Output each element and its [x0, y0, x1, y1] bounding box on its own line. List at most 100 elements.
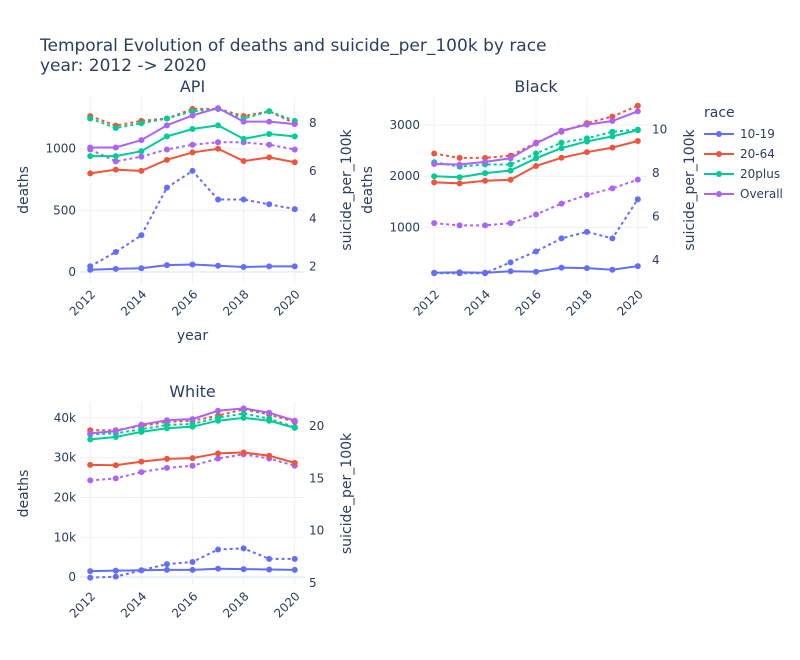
deaths-point [507, 268, 514, 275]
deaths-point [112, 428, 119, 435]
x-tick-label: 2018 [220, 287, 251, 318]
subplot-api: 0 500 1000 2 4 6 8 2012 2014 2016 2018 2020 API death… [16, 77, 355, 344]
y-tick-label: 40k [54, 411, 76, 425]
deaths-point [558, 264, 565, 271]
deaths-point [112, 144, 119, 151]
suicide-point [138, 120, 145, 127]
deaths-point [240, 118, 247, 125]
y2-tick-label: 10 [652, 123, 667, 137]
suicide-point [266, 555, 273, 562]
deaths-point [215, 407, 222, 414]
deaths-point [163, 262, 170, 269]
deaths-point [189, 416, 196, 423]
suicide-point [533, 248, 539, 255]
y2-tick-label: 5 [309, 576, 317, 590]
deaths-point [558, 154, 565, 161]
deaths-point [240, 158, 247, 165]
y2-axis-title: suicide_per_100k [682, 128, 698, 250]
x-tick-label: 2016 [513, 287, 544, 318]
y-tick-label: 2000 [389, 169, 420, 183]
title-line-1: Temporal Evolution of deaths and suicide… [40, 36, 547, 56]
suicide-point [507, 161, 514, 168]
deaths-point [291, 121, 298, 128]
deaths-point [189, 455, 196, 462]
suicide-line-20plus [89, 107, 296, 130]
deaths-point [189, 112, 196, 119]
x-tick-label: 2012 [67, 589, 98, 620]
deaths-point [583, 121, 590, 128]
legend-swatch-marker [716, 171, 722, 177]
deaths-point [456, 180, 463, 187]
y-tick-label: 3000 [389, 118, 420, 132]
legend-swatch-marker [716, 131, 722, 137]
subplot-white: 0 10k 20k 30k 40k 5 10 15 20 2012 2014 2016 2018 2020… [16, 382, 355, 621]
deaths-point [138, 428, 145, 435]
suicide-point [240, 410, 247, 417]
deaths-point [507, 167, 514, 174]
suicide-point [189, 558, 196, 565]
y2-tick-label: 6 [309, 164, 317, 178]
x-tick-label: 2020 [271, 287, 302, 318]
suicide-point [456, 222, 463, 229]
deaths-point [291, 417, 298, 424]
deaths-point [112, 567, 119, 574]
deaths-point [533, 162, 539, 169]
y-tick-label: 20k [54, 490, 76, 504]
title-line-2: year: 2012 -> 2020 [40, 56, 207, 76]
suicide-point [266, 108, 273, 115]
deaths-point [87, 153, 94, 160]
x-tick-label: 2014 [118, 589, 149, 620]
y-tick-label: 1000 [389, 220, 420, 234]
deaths-point [456, 161, 463, 168]
suicide-point [112, 158, 119, 165]
suicide-point [215, 139, 222, 146]
deaths-point [291, 459, 298, 466]
y2-tick-label: 10 [309, 524, 324, 538]
deaths-point [266, 566, 273, 573]
suicide-point [87, 115, 94, 122]
deaths-point [482, 269, 489, 276]
suicide-point [634, 196, 641, 203]
legend-item-label: Overall [740, 187, 783, 201]
deaths-point [266, 118, 273, 125]
deaths-point [87, 461, 94, 468]
suicide-point [112, 125, 119, 131]
legend: race 10-19 20-64 20plus Overall [704, 105, 783, 201]
deaths-point [240, 449, 247, 456]
suicide-point [189, 462, 196, 469]
deaths-point [87, 170, 94, 177]
suicide-point [609, 113, 616, 120]
suicide-point [583, 191, 590, 198]
y2-tick-label: 4 [652, 253, 660, 267]
deaths-point [138, 265, 145, 272]
suicide-point [87, 477, 94, 484]
y-axis-title: deaths [16, 470, 32, 518]
deaths-point [266, 409, 273, 416]
suicide-point [215, 196, 222, 203]
y-tick-label: 10k [54, 530, 76, 544]
x-tick-label: 2020 [271, 589, 302, 620]
suicide-point [634, 176, 641, 183]
deaths-point [112, 434, 119, 441]
suicide-point [163, 561, 170, 568]
legend-item-label: 10-19 [740, 127, 775, 141]
suicide-point [431, 220, 438, 227]
y-tick-label: 30k [54, 451, 76, 465]
x-tick-label: 2014 [118, 287, 149, 318]
deaths-point [291, 159, 298, 166]
subplot-title: White [169, 382, 216, 401]
suicide-point [533, 150, 539, 157]
deaths-point [138, 458, 145, 465]
deaths-point [138, 421, 145, 428]
suicide-point [163, 184, 170, 191]
deaths-point [266, 263, 273, 270]
suicide-point [609, 128, 616, 135]
deaths-point [558, 127, 565, 134]
deaths-point [215, 145, 222, 152]
deaths-point [138, 148, 145, 155]
subplot-black: 1000 2000 3000 4 6 8 10 2012 2014 2016 2018 2020 Bla… [360, 77, 698, 319]
suicide-line-Overall [89, 141, 295, 163]
suicide-point [456, 154, 463, 161]
legend-swatch-marker [716, 191, 722, 197]
